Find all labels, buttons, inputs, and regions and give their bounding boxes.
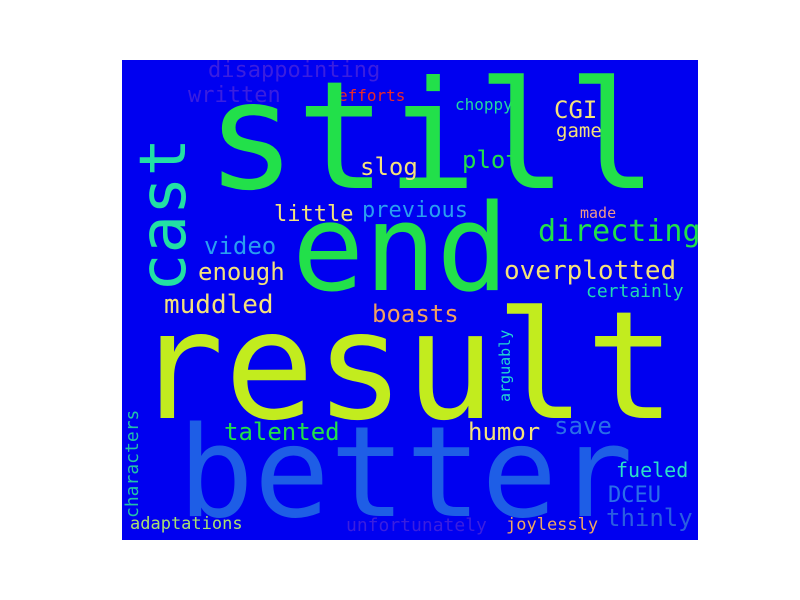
word-cloud: disappointing written efforts choppy CGI…	[122, 60, 698, 540]
word-efforts: efforts	[338, 86, 406, 105]
word-still: still	[206, 60, 658, 224]
word-made: made	[580, 204, 617, 222]
word-little: little	[274, 202, 354, 227]
word-previous: previous	[362, 198, 468, 223]
word-talented: talented	[224, 418, 340, 446]
word-muddled: muddled	[164, 290, 274, 320]
word-characters: characters	[122, 409, 143, 518]
word-unfortunately: unfortunately	[346, 515, 487, 536]
word-end: end	[292, 180, 509, 319]
word-fueled: fueled	[616, 458, 689, 482]
word-disappointing: disappointing	[208, 60, 381, 83]
word-save: save	[554, 412, 612, 440]
word-overplotted: overplotted	[504, 256, 677, 286]
word-directing: directing	[538, 214, 698, 249]
word-joylessly: joylessly	[506, 515, 599, 535]
word-result: result	[134, 280, 676, 454]
word-cast: cast	[127, 137, 201, 292]
word-video: video	[204, 232, 277, 260]
word-adaptations: adaptations	[130, 514, 243, 534]
word-slog: slog	[360, 153, 418, 181]
word-written: written	[188, 83, 281, 108]
word-enough: enough	[198, 258, 285, 286]
word-thinly: thinly	[606, 504, 693, 532]
word-dceu: DCEU	[608, 483, 661, 508]
word-cgi: CGI	[554, 96, 598, 124]
word-better: better	[178, 399, 634, 540]
word-plot: plot	[462, 146, 520, 174]
word-certainly: certainly	[586, 281, 684, 302]
word-choppy: choppy	[455, 95, 513, 114]
word-game: game	[556, 120, 602, 142]
word-boasts: boasts	[372, 300, 459, 328]
word-humor: humor	[468, 418, 541, 446]
